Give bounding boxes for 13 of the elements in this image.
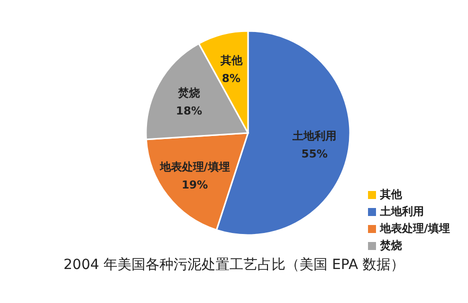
legend-label: 土地利用	[380, 205, 424, 218]
data-label: 8%	[222, 72, 241, 85]
slice-label: 焚烧	[177, 86, 200, 100]
slice-label: 土地利用	[291, 130, 336, 143]
legend-label: 其他	[380, 188, 402, 201]
slice-label: 其他	[219, 54, 244, 67]
text: 2004 年美国各种污泥处置工艺占比（美国 EPA 数据）	[62, 256, 406, 274]
data-label: 55%	[301, 148, 328, 161]
legend-label: 焚烧	[380, 239, 402, 252]
data-label: 19%	[182, 178, 208, 192]
slice-label: 地表处理/填埋	[158, 160, 230, 174]
data-label: 18%	[176, 104, 202, 118]
legend-label: 地表处理/填埋	[380, 222, 450, 235]
